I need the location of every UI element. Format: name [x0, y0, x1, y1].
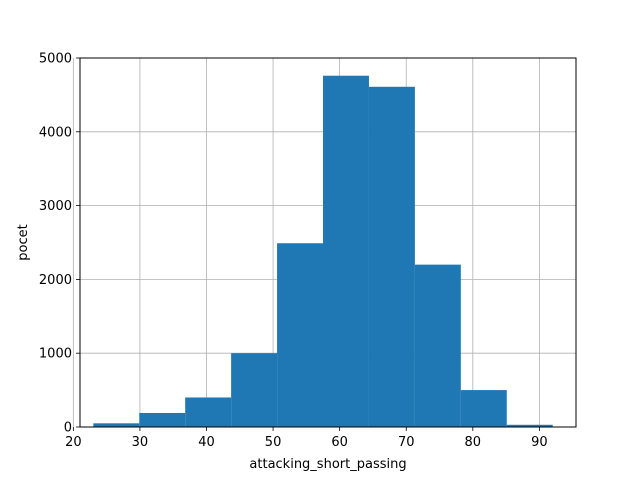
y-axis-label: pocet	[16, 224, 31, 260]
histogram-bars	[93, 75, 553, 428]
x-tick-label: 80	[465, 435, 482, 450]
y-tick-label: 0	[64, 421, 72, 436]
histogram-bar-1	[93, 423, 140, 427]
y-tick-label: 1000	[39, 347, 72, 362]
x-tick-label: 50	[265, 435, 282, 450]
x-tick-label: 20	[65, 435, 82, 450]
plot-frame	[79, 57, 577, 428]
histogram-bar-2	[139, 412, 186, 427]
y-tick-label: 2000	[39, 273, 72, 288]
x-tick-label: 70	[398, 435, 415, 450]
x-tick-label: 40	[198, 435, 215, 450]
y-axis-ticks: 0 1000 2000 3000 4000 5000	[39, 52, 80, 436]
histogram-bar-10	[506, 424, 553, 427]
histogram-bar-8	[414, 264, 461, 427]
y-tick-label: 3000	[39, 199, 72, 214]
histogram-bar-4	[231, 353, 278, 427]
y-tick-label: 4000	[39, 125, 72, 140]
histogram-bar-9	[460, 390, 507, 427]
x-tick-label: 60	[331, 435, 348, 450]
x-axis-label: attacking_short_passing	[249, 457, 406, 472]
y-tick-label: 5000	[39, 52, 72, 67]
x-axis-ticks: 20 30 40 50 60 70 80 90	[65, 427, 548, 450]
histogram-bar-3	[185, 397, 232, 427]
histogram-bar-6	[323, 75, 369, 427]
x-tick-label: 30	[132, 435, 149, 450]
histogram-bar-5	[277, 243, 324, 427]
histogram-bar-7	[368, 86, 415, 428]
x-tick-label: 90	[531, 435, 548, 450]
